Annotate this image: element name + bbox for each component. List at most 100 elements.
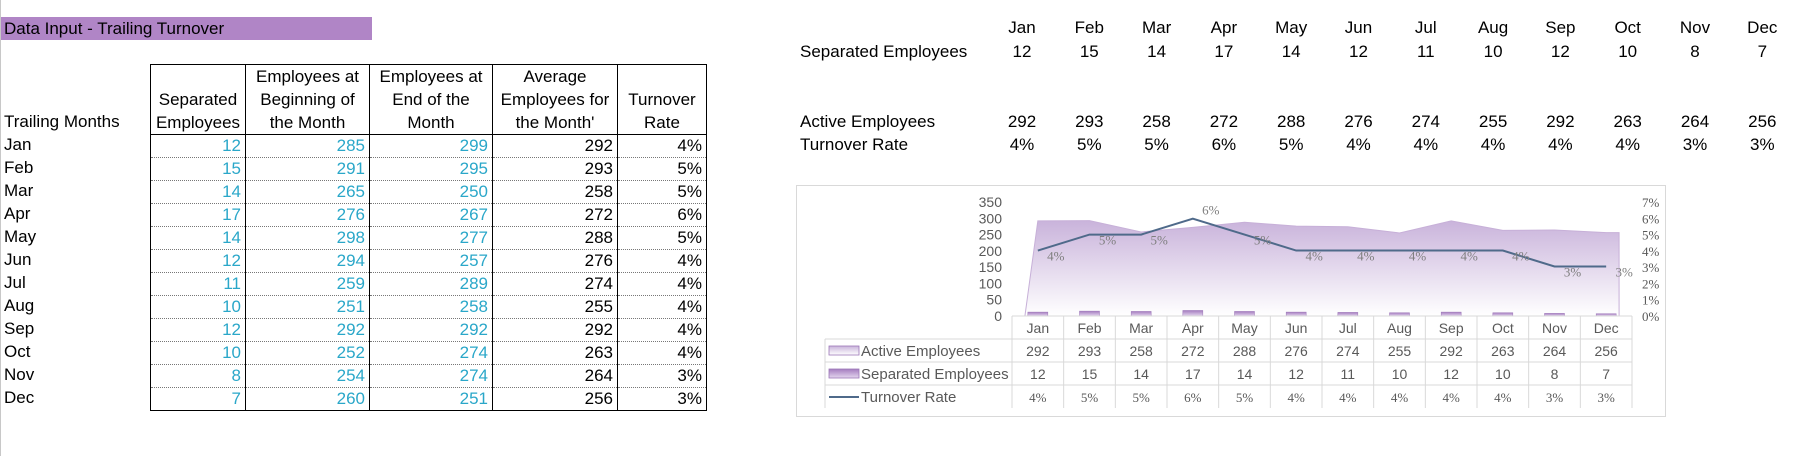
summary-rate-cell[interactable]: 4% xyxy=(1480,135,1506,154)
summary-rate-cell[interactable]: 5% xyxy=(1278,135,1304,154)
separated-employees-bar[interactable] xyxy=(1027,311,1049,317)
summary-rate-cell[interactable]: 5% xyxy=(1144,135,1169,154)
summary-month-header[interactable]: Jun xyxy=(1344,18,1373,37)
cell-average[interactable]: 292 xyxy=(492,318,618,342)
cell-rate[interactable]: 4% xyxy=(617,134,707,158)
cell-end[interactable]: 250 xyxy=(369,180,493,204)
cell-average[interactable]: 256 xyxy=(492,387,618,411)
cell-end[interactable]: 299 xyxy=(369,134,493,158)
separated-employees-bar[interactable] xyxy=(1130,311,1152,317)
summary-active-cell[interactable]: 292 xyxy=(1007,112,1037,131)
cell-beginning[interactable]: 252 xyxy=(245,341,370,365)
summary-separated-cell[interactable]: 11 xyxy=(1416,42,1435,61)
summary-separated-cell[interactable]: 8 xyxy=(1690,42,1700,61)
summary-active-cell[interactable]: 274 xyxy=(1411,112,1440,131)
cell-rate[interactable]: 3% xyxy=(617,387,707,411)
cell-end[interactable]: 274 xyxy=(369,341,493,365)
summary-active-cell[interactable]: 276 xyxy=(1344,112,1373,131)
cell-end[interactable]: 277 xyxy=(369,226,493,250)
summary-rate-label[interactable]: Turnover Rate xyxy=(800,135,909,154)
month-label[interactable]: Feb xyxy=(4,158,34,177)
separated-employees-bar[interactable] xyxy=(1440,311,1462,317)
month-label[interactable]: Jul xyxy=(4,273,26,292)
cell-average[interactable]: 274 xyxy=(492,272,618,296)
month-label[interactable]: Sep xyxy=(4,319,35,338)
separated-employees-bar[interactable] xyxy=(1079,310,1100,317)
summary-rate-cell[interactable]: 4% xyxy=(1413,135,1439,154)
summary-separated-cell[interactable]: 7 xyxy=(1757,42,1768,61)
summary-active-label[interactable]: Active Employees xyxy=(800,112,936,131)
month-label[interactable]: Dec xyxy=(4,388,35,407)
summary-active-cell[interactable]: 255 xyxy=(1478,112,1508,131)
cell-rate[interactable]: 5% xyxy=(617,157,707,181)
summary-separated-cell[interactable]: 10 xyxy=(1483,42,1503,61)
cell-end[interactable]: 292 xyxy=(369,318,493,342)
summary-rate-cell[interactable]: 3% xyxy=(1682,135,1708,154)
header-beginning[interactable]: Employees at Beginning of the Month xyxy=(245,64,370,135)
cell-separated[interactable]: 14 xyxy=(150,180,246,204)
cell-average[interactable]: 292 xyxy=(492,134,618,158)
cell-beginning[interactable]: 294 xyxy=(245,249,370,273)
summary-rate-cell[interactable]: 4% xyxy=(1346,135,1371,154)
legend-series-name[interactable]: Active Employees xyxy=(861,343,980,360)
cell-separated[interactable]: 12 xyxy=(150,134,246,158)
cell-rate[interactable]: 4% xyxy=(617,249,707,273)
summary-active-cell[interactable]: 264 xyxy=(1680,112,1710,131)
cell-beginning[interactable]: 292 xyxy=(245,318,370,342)
cell-beginning[interactable]: 260 xyxy=(245,387,370,411)
cell-beginning[interactable]: 285 xyxy=(245,134,370,158)
summary-rate-cell[interactable]: 4% xyxy=(1009,135,1035,154)
cell-separated[interactable]: 10 xyxy=(150,341,246,365)
cell-rate[interactable]: 4% xyxy=(617,318,707,342)
legend-series-name[interactable]: Turnover Rate xyxy=(861,389,956,406)
summary-active-cell[interactable]: 263 xyxy=(1613,112,1642,131)
separated-employees-bar[interactable] xyxy=(1234,311,1255,317)
summary-active-cell[interactable]: 288 xyxy=(1277,112,1306,131)
summary-month-header[interactable]: Mar xyxy=(1141,18,1172,37)
summary-month-header[interactable]: Sep xyxy=(1545,18,1576,37)
summary-rate-cell[interactable]: 4% xyxy=(1548,135,1573,154)
summary-separated-cell[interactable]: 12 xyxy=(1349,42,1368,61)
cell-rate[interactable]: 5% xyxy=(617,180,707,204)
cell-rate[interactable]: 6% xyxy=(617,203,707,227)
header-average[interactable]: Average Employees for the Month' xyxy=(492,64,618,135)
cell-beginning[interactable]: 265 xyxy=(245,180,370,204)
cell-average[interactable]: 272 xyxy=(492,203,618,227)
summary-active-cell[interactable]: 256 xyxy=(1748,112,1777,131)
cell-beginning[interactable]: 298 xyxy=(245,226,370,250)
summary-active-cell[interactable]: 292 xyxy=(1546,112,1575,131)
summary-separated-cell[interactable]: 10 xyxy=(1618,42,1638,61)
summary-active-cell[interactable]: 258 xyxy=(1142,112,1171,131)
month-label[interactable]: Jan xyxy=(4,135,32,154)
summary-month-header[interactable]: Apr xyxy=(1210,18,1238,37)
cell-average[interactable]: 264 xyxy=(492,364,618,388)
summary-month-header[interactable]: Dec xyxy=(1747,18,1778,37)
legend-series-name[interactable]: Separated Employees xyxy=(861,366,1009,383)
summary-separated-cell[interactable]: 12 xyxy=(1550,42,1570,61)
cell-rate[interactable]: 4% xyxy=(617,295,707,319)
cell-rate[interactable]: 3% xyxy=(617,364,707,388)
summary-separated-label[interactable]: Separated Employees xyxy=(800,42,968,61)
summary-separated-cell[interactable]: 15 xyxy=(1079,42,1099,61)
active-employees-area[interactable] xyxy=(1024,220,1620,317)
header-rate[interactable]: Turnover Rate xyxy=(617,64,707,135)
cell-beginning[interactable]: 259 xyxy=(245,272,370,296)
summary-rate-cell[interactable]: 4% xyxy=(1615,135,1640,154)
cell-separated[interactable]: 14 xyxy=(150,226,246,250)
month-label[interactable]: Aug xyxy=(4,296,35,315)
summary-rate-cell[interactable]: 5% xyxy=(1077,135,1102,154)
summary-rate-cell[interactable]: 6% xyxy=(1211,135,1237,154)
summary-separated-cell[interactable]: 14 xyxy=(1281,42,1301,61)
separated-employees-bar[interactable] xyxy=(1182,310,1204,317)
month-label[interactable]: May xyxy=(4,227,37,246)
cell-end[interactable]: 274 xyxy=(369,364,493,388)
summary-active-cell[interactable]: 293 xyxy=(1075,112,1104,131)
cell-separated[interactable]: 11 xyxy=(150,272,246,296)
month-label[interactable]: Mar xyxy=(4,181,34,200)
summary-month-header[interactable]: Feb xyxy=(1074,18,1104,37)
cell-end[interactable]: 289 xyxy=(369,272,493,296)
summary-separated-cell[interactable]: 12 xyxy=(1012,42,1032,61)
separated-employees-bar[interactable] xyxy=(1285,311,1307,317)
month-label[interactable]: Jun xyxy=(4,250,32,269)
cell-separated[interactable]: 12 xyxy=(150,249,246,273)
